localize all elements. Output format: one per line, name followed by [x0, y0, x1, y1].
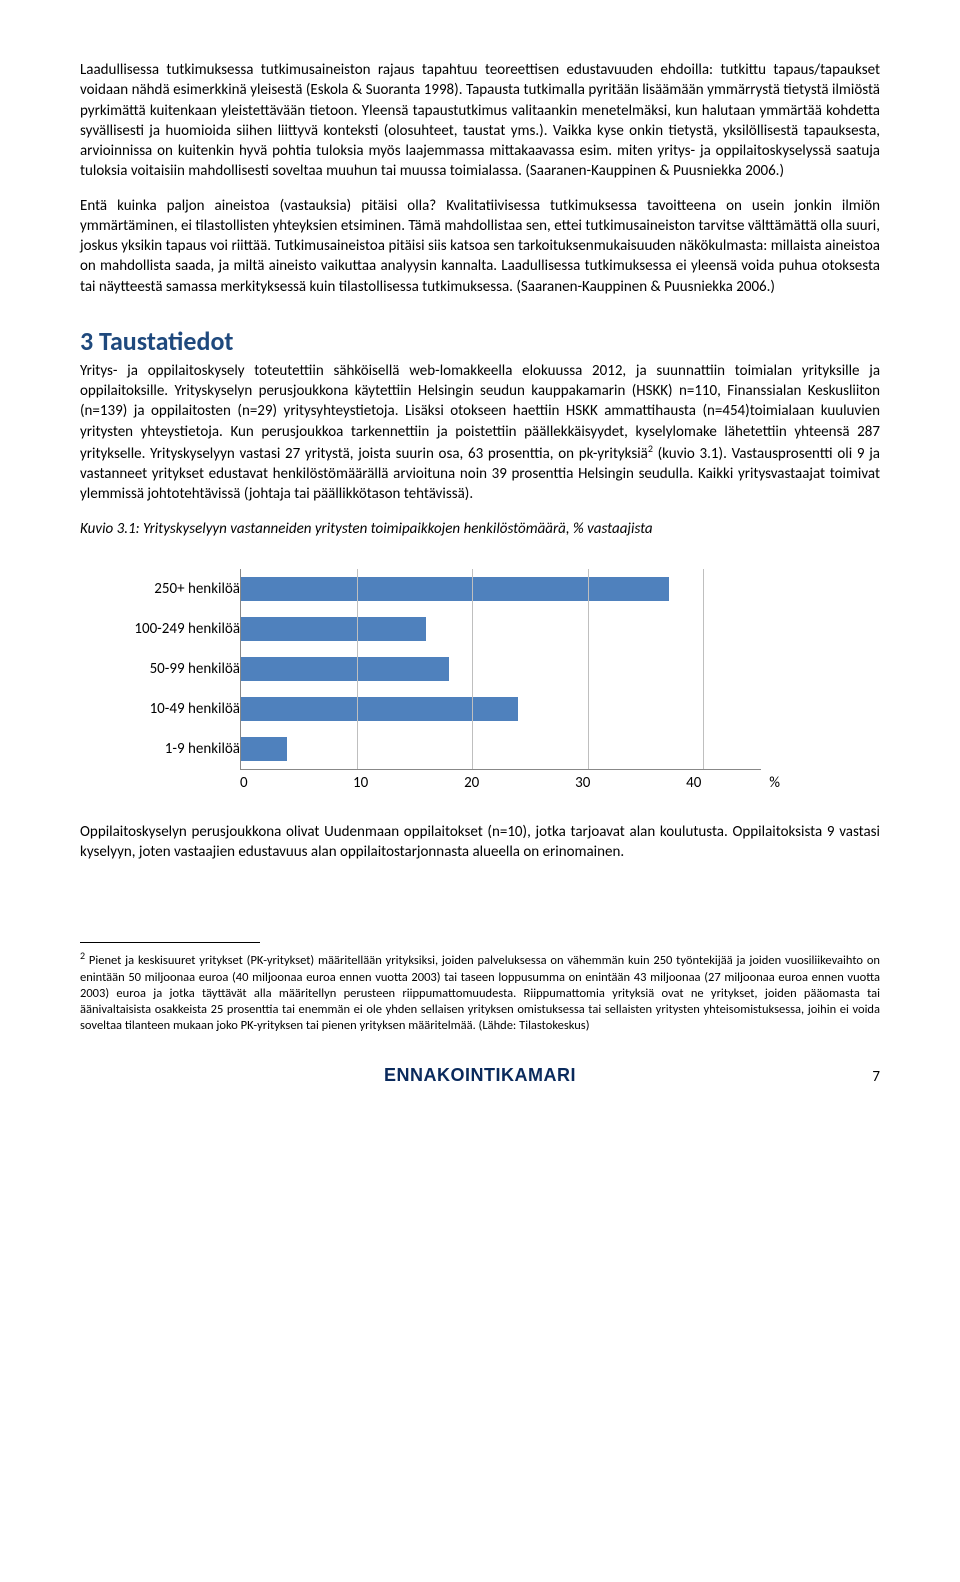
footnote-body: Pienet ja keskisuuret yritykset (PK-yrit…	[80, 953, 880, 1033]
footnote-separator	[80, 942, 260, 943]
logo: ENNAKOINTIKAMARI	[100, 1065, 860, 1086]
chart-x-tick: 10	[305, 774, 416, 792]
chart-bars	[241, 569, 761, 769]
page: Laadullisessa tutkimuksessa tutkimusaine…	[0, 0, 960, 1126]
chart-x-axis: 010203040%	[240, 774, 780, 792]
chart-bar	[241, 657, 449, 681]
chart-gridline	[472, 569, 473, 769]
chart-cat-1: 100-249 henkilöä	[80, 620, 250, 638]
chart-cat-3: 10-49 henkilöä	[80, 700, 250, 718]
paragraph-1: Laadullisessa tutkimuksessa tutkimusaine…	[80, 60, 880, 182]
chart-bar	[241, 737, 287, 761]
chart-x-suffix: %	[769, 774, 780, 792]
chart-caption: Kuvio 3.1: Yrityskyselyyn vastanneiden y…	[80, 519, 880, 539]
chart-x-tick: 30	[527, 774, 638, 792]
paragraph-3: Yritys- ja oppilaitoskysely toteutettiin…	[80, 361, 880, 505]
chart-gridline	[588, 569, 589, 769]
page-footer: ENNAKOINTIKAMARI 7	[80, 1065, 880, 1086]
section-heading-3: 3 Taustatiedot	[80, 325, 880, 357]
chart-cat-4: 1-9 henkilöä	[80, 740, 250, 758]
chart-gridline	[357, 569, 358, 769]
paragraph-4: Oppilaitoskyselyn perusjoukkona olivat U…	[80, 822, 880, 863]
chart-bar	[241, 697, 518, 721]
page-number: 7	[860, 1068, 880, 1086]
chart-bar	[241, 617, 426, 641]
chart-y-labels: 250+ henkilöä 100-249 henkilöä 50-99 hen…	[80, 569, 240, 769]
chart-x-tick: 20	[416, 774, 527, 792]
footnote-number: 2	[80, 949, 85, 962]
chart-x-tick: 0	[240, 774, 305, 792]
chart-plot-area	[240, 569, 761, 770]
chart-cat-2: 50-99 henkilöä	[80, 660, 250, 678]
chart-gridline	[703, 569, 704, 769]
footnote-text: 2 Pienet ja keskisuuret yritykset (PK-yr…	[80, 949, 880, 1034]
chart-cat-0: 250+ henkilöä	[80, 580, 250, 598]
paragraph-2: Entä kuinka paljon aineistoa (vastauksia…	[80, 196, 880, 297]
chart-x-tick: 40	[638, 774, 749, 792]
chart-bar	[241, 577, 669, 601]
chart-3-1: 250+ henkilöä 100-249 henkilöä 50-99 hen…	[80, 569, 880, 792]
